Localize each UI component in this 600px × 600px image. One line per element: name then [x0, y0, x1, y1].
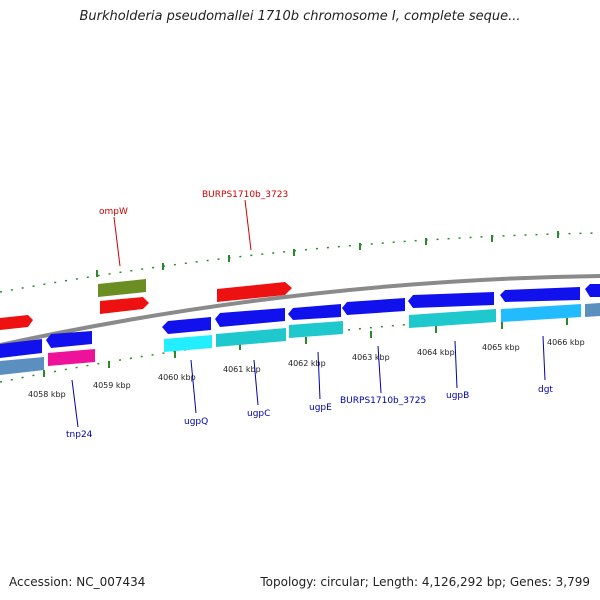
gene-burps3723[interactable] — [217, 282, 292, 302]
gene-ugpc[interactable] — [216, 328, 286, 347]
gene-blue-9[interactable] — [585, 284, 600, 297]
gene-blue-7[interactable] — [408, 292, 494, 308]
top-label-leaders — [113, 199, 252, 267]
gene-ugpe[interactable] — [289, 321, 343, 338]
gene-steel-1[interactable] — [0, 357, 44, 375]
gene-dgt[interactable] — [501, 304, 581, 322]
label-ugpe: ugpE — [309, 403, 332, 413]
gene-blue-8[interactable] — [500, 287, 580, 302]
gene-red-left[interactable] — [0, 315, 33, 330]
accession-text: Accession: NC_007434 — [9, 575, 146, 589]
kbp-label-4061: 4061 kbp — [223, 365, 261, 374]
gene-ugpb[interactable] — [409, 309, 496, 328]
kbp-label-4062: 4062 kbp — [288, 359, 326, 368]
kbp-label-4058: 4058 kbp — [28, 390, 66, 399]
function-genes — [0, 303, 600, 375]
gene-tnp24[interactable] — [48, 349, 95, 366]
kbp-label-4065: 4065 kbp — [482, 343, 520, 352]
gene-ompw[interactable] — [98, 279, 146, 297]
label-ugpc: ugpC — [247, 409, 270, 419]
label-burps3723: BURPS1710b_3723 — [202, 190, 288, 200]
major-ticks — [43, 231, 568, 377]
outer-tick-track — [0, 232, 600, 293]
label-dgt: dgt — [538, 385, 553, 395]
bottom-label-leaders — [71, 335, 546, 428]
kbp-label-4060: 4060 kbp — [158, 373, 196, 382]
label-ugpb: ugpB — [446, 391, 469, 401]
gene-steel-2[interactable] — [585, 303, 600, 317]
reverse-genes — [0, 284, 600, 358]
forward-genes — [0, 279, 292, 330]
label-ugpq: ugpQ — [184, 417, 208, 427]
kbp-label-4064: 4064 kbp — [417, 348, 455, 357]
gene-red-small[interactable] — [100, 297, 149, 314]
gene-blue-6[interactable] — [342, 298, 405, 315]
label-tnp24: tnp24 — [66, 430, 93, 440]
kbp-label-4059: 4059 kbp — [93, 381, 131, 390]
gene-blue-2[interactable] — [46, 331, 92, 348]
topology-text: Topology: circular; Length: 4,126,292 bp… — [260, 575, 590, 589]
map-title: Burkholderia pseudomallei 1710b chromoso… — [79, 9, 521, 24]
gene-blue-4[interactable] — [215, 308, 285, 327]
kbp-label-4066: 4066 kbp — [547, 338, 585, 347]
label-ompw: ompW — [99, 207, 128, 217]
gene-ugpq[interactable] — [164, 335, 212, 352]
gene-blue-3[interactable] — [162, 317, 211, 334]
gene-blue-1[interactable] — [0, 339, 42, 358]
label-burps3725: BURPS1710b_3725 — [340, 396, 426, 406]
gene-blue-5[interactable] — [288, 304, 341, 320]
kbp-label-4063: 4063 kbp — [352, 353, 390, 362]
chromosome-backbone — [0, 274, 600, 347]
